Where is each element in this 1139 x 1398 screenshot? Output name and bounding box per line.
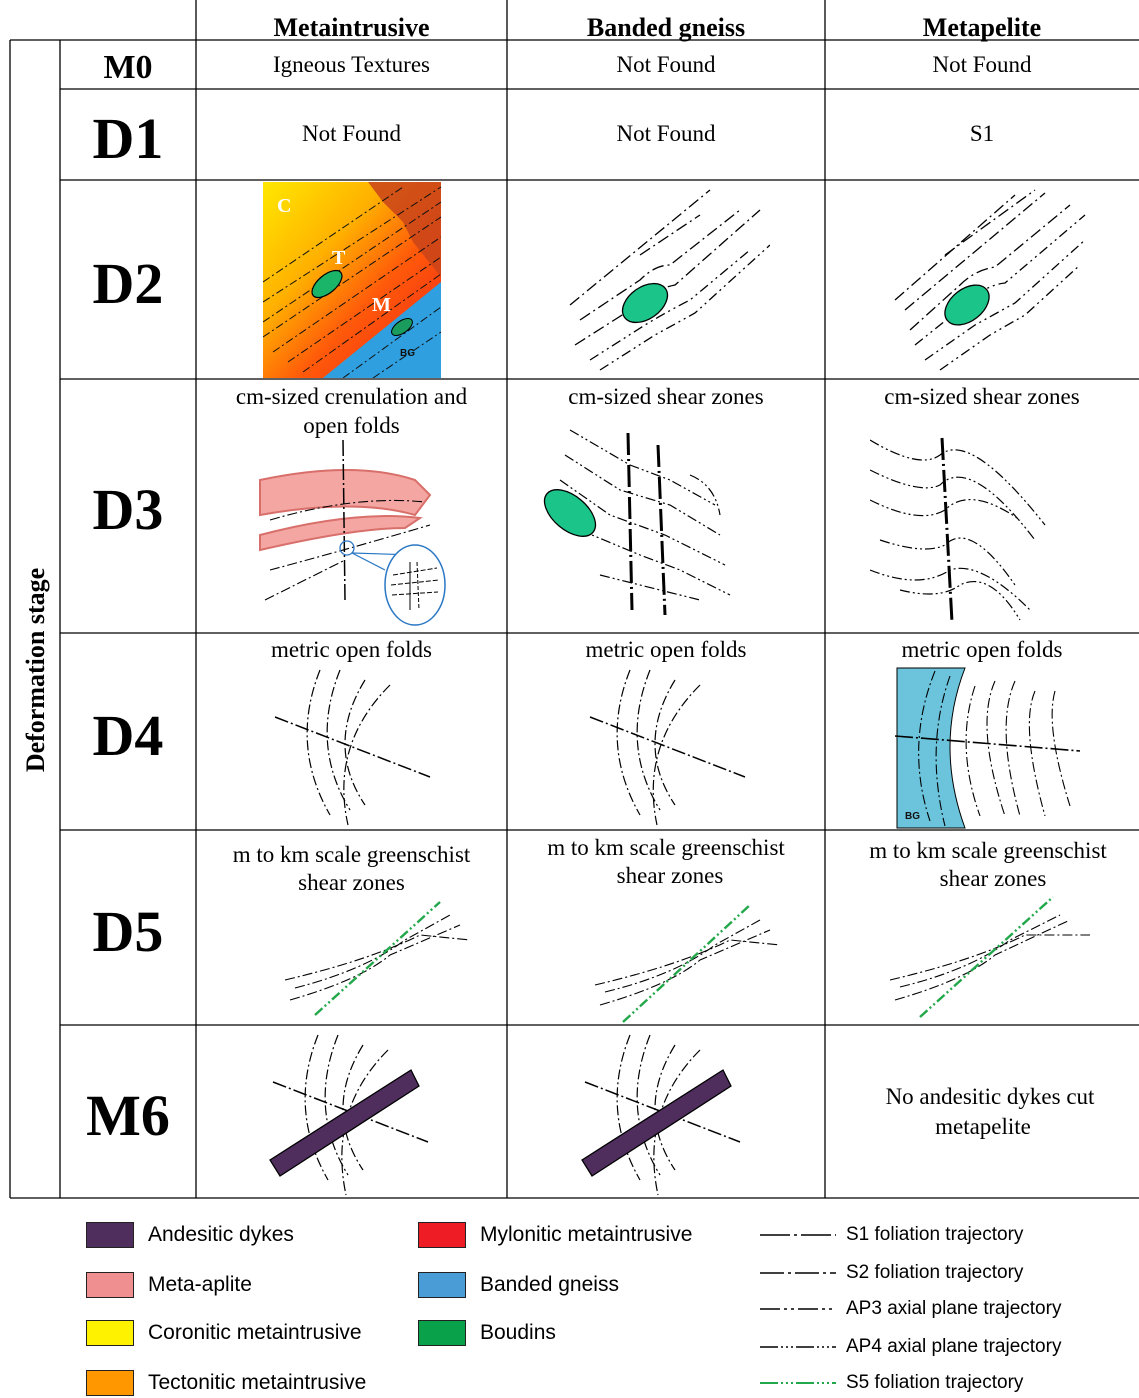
m0-metaintrusive-text: Igneous Textures [272,52,430,77]
d4-metapelite-sketch: BG [895,667,1081,829]
d5-metapelite-text-2: shear zones [939,866,1047,891]
label-m: M [372,294,391,316]
d5-metapelite-sketch [889,896,1090,1018]
d4-metaintrusive-text: metric open folds [271,637,432,662]
d3-banded-sketch [543,429,731,615]
stage-d5: D5 [92,899,164,964]
deformation-stage-label: Deformation stage [21,567,50,773]
legend-s1: S1 foliation trajectory [760,1224,1023,1246]
d3-metapelite-sketch [870,437,1046,623]
s2-line-icon [760,1272,836,1274]
d1-banded-text: Not Found [616,121,716,146]
label-c: C [277,195,291,217]
legend-banded: Banded gneiss [418,1272,619,1298]
ap4-line-icon [760,1346,836,1348]
header-metapelite: Metapelite [922,13,1042,42]
d5-banded-sketch [594,904,781,1023]
legend-metaaplite: Meta-aplite [86,1272,252,1298]
m6-metapelite-text-1: No andesitic dykes cut [885,1084,1095,1109]
stage-d1: D1 [92,106,164,171]
s1-line-icon [760,1234,836,1236]
swatch-tectonitic [86,1370,134,1396]
d5-banded-text-2: shear zones [616,863,724,888]
stage-d4: D4 [92,703,164,768]
header-metaintrusive: Metaintrusive [273,13,430,42]
d2-metapelite-sketch [894,189,1086,371]
d4-banded-sketch [589,669,746,826]
stage-m6: M6 [86,1083,170,1148]
d3-metaintrusive-text-2: open folds [303,413,400,438]
legend-boudins: Boudins [418,1320,556,1346]
legend-s5: S5 foliation trajectory [760,1372,1023,1394]
legend-tectonitic: Tectonitic metaintrusive [86,1370,366,1396]
d3-metaintrusive-text-1: cm-sized crenulation and [235,384,468,409]
s5-line-icon [760,1382,836,1384]
swatch-coronitic [86,1320,134,1346]
d2-metaintrusive-block: C T M BG [263,182,441,378]
legend-mylonitic: Mylonitic metaintrusive [418,1222,692,1248]
d3-banded-text: cm-sized shear zones [568,384,764,409]
label-bg: BG [400,348,415,359]
d3-metaintrusive-sketch [259,440,446,626]
m6-metaintrusive-sketch [269,1034,429,1196]
deformation-table: Metaintrusive Banded gneiss Metapelite D… [9,0,1139,1199]
d5-metaintrusive-text-1: m to km scale greenschist [232,842,471,867]
legend-ap3: AP3 axial plane trajectory [760,1298,1061,1320]
swatch-mylonitic [418,1222,466,1248]
stage-d3: D3 [92,477,164,542]
d3-metapelite-text: cm-sized shear zones [884,384,1080,409]
d5-metapelite-text-1: m to km scale greenschist [869,838,1107,863]
d4-banded-text: metric open folds [585,637,747,662]
legend-ap4: AP4 axial plane trajectory [760,1336,1061,1358]
d1-metaintrusive-text: Not Found [301,121,402,146]
m0-metapelite-text: Not Found [932,52,1032,77]
label-t: T [332,247,346,269]
swatch-andesitic [86,1222,134,1248]
stage-d2: D2 [92,251,164,316]
legend-coronitic: Coronitic metaintrusive [86,1320,362,1346]
m6-banded-sketch [581,1034,741,1196]
stage-m0: M0 [103,49,153,86]
table-grid [9,0,1139,1199]
d5-metaintrusive-text-2: shear zones [298,870,405,895]
ap3-line-icon [760,1308,836,1310]
m6-metapelite-text-2: metapelite [935,1114,1031,1139]
legend-andesitic: Andesitic dykes [86,1222,294,1248]
d5-banded-text-1: m to km scale greenschist [547,835,785,860]
d4-metaintrusive-sketch [274,669,431,826]
swatch-banded [418,1272,466,1298]
label-bg-d4: BG [905,811,920,822]
legend-s2: S2 foliation trajectory [760,1262,1023,1284]
legend: Andesitic dykes Meta-aplite Coronitic me… [0,1200,1139,1398]
swatch-metaaplite [86,1272,134,1298]
d5-metaintrusive-sketch [284,901,471,1016]
d2-banded-sketch [569,189,770,371]
swatch-boudins [418,1320,466,1346]
m0-banded-text: Not Found [616,52,716,77]
header-banded-gneiss: Banded gneiss [586,13,746,42]
d1-metapelite-text: S1 [969,121,995,146]
d4-metapelite-text: metric open folds [901,637,1063,662]
